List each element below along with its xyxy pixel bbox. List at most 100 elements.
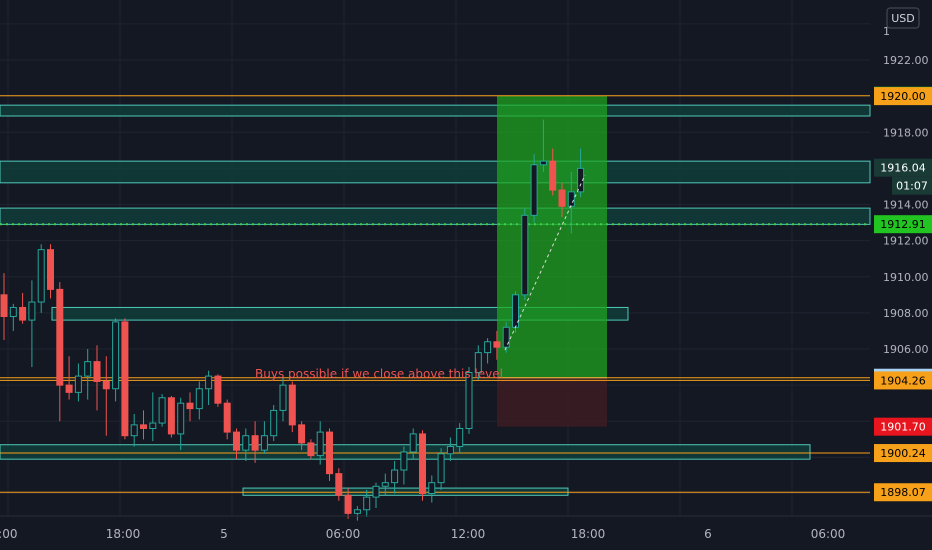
price-badge-label: 1898.07 — [880, 486, 926, 499]
time-tick-label: 06:00 — [811, 527, 846, 541]
time-tick-label: 06:00 — [326, 527, 361, 541]
candle-body — [242, 435, 250, 451]
candle-body — [195, 388, 203, 410]
candle-body — [335, 473, 343, 496]
candle-body — [251, 435, 259, 451]
zone-rect — [51, 306, 629, 321]
candle-body — [0, 294, 8, 317]
annotation-text: Buys possible if we close above this lev… — [255, 367, 503, 381]
price-tick-label: 1912.00 — [883, 235, 929, 248]
price-tick-label: 1906.00 — [883, 343, 929, 356]
candle-body — [558, 189, 566, 207]
price-badge — [874, 87, 932, 106]
candle-body — [214, 375, 222, 404]
candle-body — [84, 361, 92, 377]
countdown-badge — [892, 176, 932, 195]
price-badge — [874, 417, 932, 436]
candle-body — [567, 191, 575, 207]
price-tick-label: 1922.00 — [883, 54, 929, 67]
support-resistance-zones — [0, 104, 871, 496]
candle-body — [419, 433, 426, 494]
candle-body — [409, 433, 417, 453]
trend-projection — [504, 174, 586, 351]
candle-body — [353, 509, 361, 514]
price-tick-label: 1914.00 — [883, 199, 929, 212]
candle-body — [65, 384, 73, 393]
price-badge-label: 1900.24 — [880, 447, 926, 460]
stop-zone[interactable] — [497, 377, 607, 427]
long-position-tool[interactable] — [497, 95, 607, 427]
candle-body — [502, 326, 510, 348]
candle-body — [316, 431, 324, 457]
zone-rect — [0, 160, 871, 184]
candle-body — [186, 402, 194, 410]
candlestick-series — [0, 119, 585, 521]
candle-body — [260, 435, 268, 451]
candle-body — [112, 321, 120, 390]
projection-line — [504, 174, 586, 351]
price-badge-label: 1912.91 — [880, 218, 926, 231]
candle-body — [279, 384, 287, 411]
candle-body — [56, 288, 64, 386]
time-tick-label: 18:00 — [106, 527, 141, 541]
price-badge-label: 1920.00 — [880, 90, 926, 103]
candle-body — [437, 453, 445, 484]
candle-body — [19, 306, 27, 321]
candle-body — [149, 422, 157, 429]
currency-box[interactable] — [886, 7, 920, 29]
time-tick-label: 5 — [220, 527, 228, 541]
candle-body — [74, 375, 82, 393]
candle-body — [140, 424, 147, 429]
price-badge — [874, 215, 932, 234]
candle-body — [9, 306, 17, 317]
candle-body — [456, 427, 464, 448]
candle-body — [93, 361, 101, 383]
candle-body — [446, 446, 454, 455]
candle-body — [484, 341, 492, 354]
candle-body — [130, 424, 138, 437]
candle-body — [158, 397, 166, 424]
candle-body — [47, 249, 54, 290]
candle-body — [474, 352, 482, 373]
zone-rect — [242, 487, 569, 496]
candle-body — [539, 160, 547, 166]
candle-body — [428, 482, 436, 495]
price-tick-label: 1910.00 — [883, 271, 929, 284]
candle-body — [493, 341, 501, 348]
candle-body — [233, 431, 240, 451]
candle-body — [167, 397, 175, 435]
candle-body — [391, 469, 399, 484]
price-tick-label: 1908.00 — [883, 307, 929, 320]
candle-body — [400, 451, 408, 471]
candle-body — [577, 167, 585, 193]
candle-body — [28, 301, 36, 321]
candle-body — [549, 160, 557, 191]
price-badge-label: 1904.26 — [880, 374, 926, 387]
countdown-label: 01:07 — [896, 180, 928, 193]
candle-body — [37, 249, 45, 303]
candle-body — [177, 402, 185, 435]
price-tick-label: 1918.00 — [883, 126, 929, 139]
candle-body — [102, 381, 110, 390]
time-tick-label: 12:00 — [451, 527, 486, 541]
price-tick-label: 1 — [883, 25, 890, 38]
candle-body — [326, 431, 333, 475]
zone-rect — [0, 104, 871, 117]
profit-zone[interactable] — [497, 95, 607, 378]
candle-body — [121, 321, 129, 437]
candle-body — [530, 164, 538, 216]
price-badge — [874, 444, 932, 463]
candle-body — [288, 384, 296, 426]
time-tick-label: 6 — [704, 527, 712, 541]
price-badge-label: 1916.04 — [880, 162, 926, 175]
candle-body — [270, 409, 278, 437]
candle-body — [205, 375, 213, 390]
time-axis[interactable]: 0:00 18:00 5 06:00 12:00 18:00 6 06:00 — [0, 515, 932, 541]
zone-rect — [0, 207, 871, 225]
candle-body — [307, 442, 315, 457]
currency-label: USD — [891, 12, 915, 25]
price-badge — [874, 483, 932, 502]
candle-body — [344, 494, 352, 514]
